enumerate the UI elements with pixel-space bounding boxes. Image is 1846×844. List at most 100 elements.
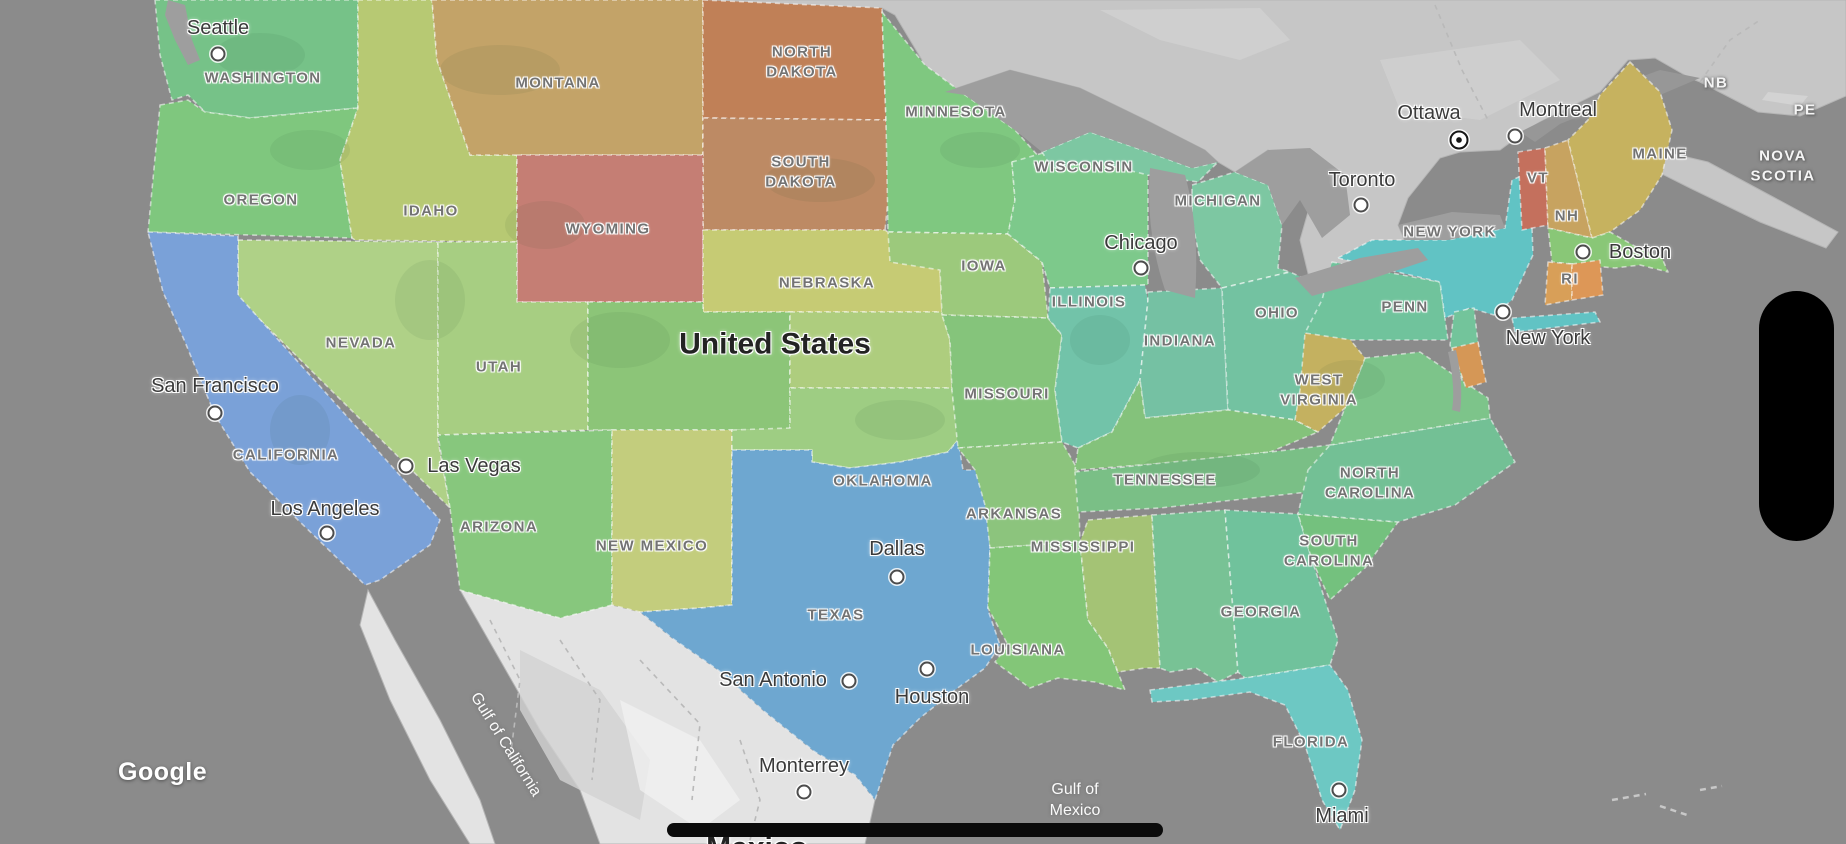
state-texas[interactable] — [639, 439, 1001, 801]
state-maryland-delaware[interactable] — [1451, 341, 1487, 389]
city-marker-icon[interactable] — [919, 661, 935, 677]
city-label[interactable]: Monterrey — [758, 755, 850, 777]
city-marker-icon[interactable] — [1507, 128, 1523, 144]
state-label[interactable]: INDIANA — [1143, 332, 1217, 350]
region-label: NB — [1703, 74, 1729, 92]
state-label[interactable]: OREGON — [223, 191, 299, 209]
state-label[interactable]: OKLAHOMA — [833, 472, 933, 490]
state-label[interactable]: ILLINOIS — [1051, 293, 1127, 311]
city-label[interactable]: San Antonio — [719, 669, 827, 691]
state-new-hampshire[interactable] — [1544, 139, 1593, 239]
state-label[interactable]: NEBRASKA — [778, 274, 876, 292]
state-label[interactable]: IOWA — [961, 257, 1007, 275]
state-label[interactable]: MISSOURI — [964, 385, 1050, 403]
state-label[interactable]: GEORGIA — [1220, 603, 1302, 621]
city-label[interactable]: Los Angeles — [270, 498, 380, 520]
state-mississippi[interactable] — [1079, 514, 1161, 673]
city-marker-icon[interactable] — [1353, 197, 1369, 213]
state-kentucky[interactable] — [1074, 379, 1319, 471]
state-west-virginia[interactable] — [1294, 319, 1366, 433]
city-marker-icon[interactable] — [1331, 782, 1347, 798]
city-label[interactable]: Toronto — [1328, 169, 1396, 191]
city-marker-icon[interactable] — [796, 784, 812, 800]
state-label[interactable]: NEW YORK — [1403, 223, 1497, 241]
city-marker-icon[interactable] — [1495, 304, 1511, 320]
state-label[interactable]: TENNESSEE — [1113, 471, 1217, 489]
state-label[interactable]: NORTH CAROLINA — [1324, 464, 1416, 502]
state-illinois[interactable] — [1047, 284, 1149, 449]
mexico-terrain-patch — [520, 650, 650, 820]
city-label[interactable]: Montreal — [1519, 99, 1597, 121]
state-rhode-island[interactable] — [1571, 259, 1604, 301]
state-label[interactable]: UTAH — [475, 358, 523, 376]
city-label[interactable]: Houston — [894, 686, 970, 708]
country-label[interactable]: United States — [679, 327, 871, 361]
state-idaho[interactable] — [339, 0, 518, 243]
state-label[interactable]: MICHIGAN — [1174, 192, 1262, 210]
pei-island — [1762, 92, 1808, 106]
state-label[interactable]: WASHINGTON — [204, 69, 322, 87]
state-label[interactable]: ARKANSAS — [965, 505, 1063, 523]
city-label[interactable]: Boston — [1608, 241, 1672, 263]
state-label[interactable]: NEW MEXICO — [595, 537, 709, 555]
state-label[interactable]: PENN — [1381, 298, 1429, 316]
state-vermont[interactable] — [1517, 147, 1549, 231]
city-marker-icon[interactable] — [1575, 244, 1591, 260]
state-label[interactable]: VT — [1527, 169, 1549, 187]
city-label[interactable]: Dallas — [869, 538, 925, 560]
state-california[interactable] — [147, 231, 441, 586]
city-label[interactable]: Miami — [1315, 805, 1369, 827]
state-label[interactable]: NH — [1554, 207, 1580, 225]
state-south-dakota[interactable] — [702, 117, 891, 231]
state-label[interactable]: SOUTH CAROLINA — [1283, 532, 1375, 570]
state-label[interactable]: TEXAS — [807, 606, 865, 624]
state-north-carolina[interactable] — [1297, 417, 1516, 523]
state-label[interactable]: MISSISSIPPI — [1030, 538, 1136, 556]
state-label[interactable]: IDAHO — [403, 202, 459, 220]
state-virginia[interactable] — [1329, 351, 1491, 446]
city-label[interactable]: Seattle — [186, 17, 250, 39]
state-massachusetts[interactable] — [1547, 227, 1669, 273]
state-label[interactable]: RI — [1561, 270, 1579, 288]
city-label[interactable]: New York — [1505, 327, 1591, 349]
state-label[interactable]: NORTH DAKOTA — [766, 43, 838, 81]
state-label[interactable]: MONTANA — [515, 74, 601, 92]
state-label[interactable]: MAINE — [1632, 145, 1688, 163]
home-indicator[interactable] — [667, 823, 1163, 837]
state-label[interactable]: CALIFORNIA — [232, 446, 340, 464]
state-label[interactable]: FLORIDA — [1272, 733, 1350, 751]
lake-michigan — [1149, 168, 1197, 298]
state-michigan[interactable] — [1191, 171, 1291, 289]
city-marker-icon[interactable] — [319, 525, 335, 541]
state-kansas[interactable] — [789, 311, 953, 389]
city-marker-icon[interactable] — [210, 46, 226, 62]
long-island[interactable] — [1511, 311, 1601, 333]
state-florida[interactable] — [1149, 664, 1363, 831]
google-logo[interactable]: Google — [118, 758, 208, 786]
state-oregon[interactable] — [147, 99, 359, 239]
state-label[interactable]: MINNESOTA — [905, 103, 1007, 121]
state-label[interactable]: ARIZONA — [459, 518, 539, 536]
city-marker-icon[interactable] — [1133, 260, 1149, 276]
state-maine[interactable] — [1567, 61, 1673, 239]
state-label[interactable]: WYOMING — [565, 220, 651, 238]
state-label[interactable]: NEVADA — [325, 334, 397, 352]
state-label[interactable]: LOUISIANA — [970, 641, 1066, 659]
state-label[interactable]: OHIO — [1255, 304, 1299, 322]
state-label[interactable]: SOUTH DAKOTA — [765, 153, 837, 191]
city-label[interactable]: Las Vegas — [427, 455, 521, 477]
city-marker-icon[interactable] — [841, 673, 857, 689]
city-marker-icon[interactable] — [207, 405, 223, 421]
city-label[interactable]: Chicago — [1104, 232, 1178, 254]
state-label[interactable]: WEST VIRGINIA — [1280, 371, 1358, 409]
city-label[interactable]: San Francisco — [151, 375, 279, 397]
capital-marker-icon[interactable] — [1449, 130, 1469, 150]
state-connecticut[interactable] — [1544, 261, 1573, 306]
city-label[interactable]: Ottawa — [1397, 102, 1461, 124]
city-marker-icon[interactable] — [889, 569, 905, 585]
city-marker-icon[interactable] — [398, 458, 414, 474]
state-label[interactable]: WISCONSIN — [1034, 158, 1134, 176]
